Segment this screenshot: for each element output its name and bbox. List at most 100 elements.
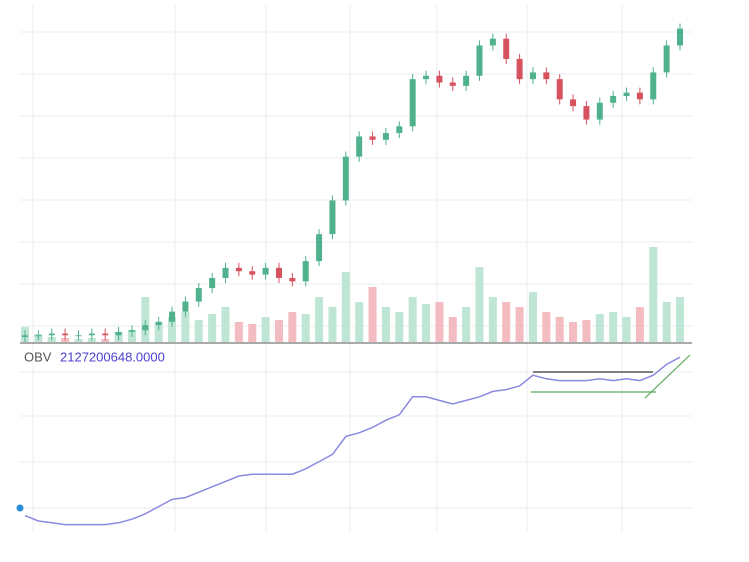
candle-body [463,75,470,86]
volume-bar [341,272,350,342]
volume-bar [528,292,537,342]
candle-body [489,38,496,46]
candle-body [409,79,416,127]
candle-body [35,335,42,337]
candle-body [88,333,95,336]
candle-body [316,234,323,262]
volume-bar [355,302,364,342]
candle-body [570,99,577,107]
candle-body [22,335,28,337]
volume-bar [515,307,524,342]
volume-bar [74,339,83,342]
candle-body [556,79,563,100]
volume-bar [488,297,497,342]
grid [20,5,692,532]
volume-bar [208,314,217,342]
candle-body [636,92,643,100]
candle-body [516,58,523,80]
volume-bar [154,322,163,342]
candle-body [115,331,122,336]
indicator-name: OBV [24,349,52,364]
marker [16,504,24,512]
volume-bar [261,317,270,342]
candle-body [436,75,443,83]
volume-bar [141,297,150,342]
candle-body [623,92,630,96]
candle-body [396,126,403,134]
volume-bar [234,322,243,342]
indicator-value: 2127200648.0000 [60,349,165,364]
candle-body [610,95,617,103]
candle-body [449,82,456,86]
volume-bar [569,322,578,342]
volume-bar [221,307,230,342]
candle-body [677,28,683,46]
candle-body [289,277,296,282]
candle-body [169,311,176,322]
volume-bar [381,307,390,342]
volume-bar [462,307,471,342]
candle-body [102,333,109,336]
volume-bar [181,312,190,342]
candle-body [275,267,282,278]
candle-body [650,72,657,100]
volume-bar [622,317,631,342]
candle-body [155,321,162,326]
candle-body [142,325,149,331]
candle-body [596,102,603,120]
candle-body [75,335,82,337]
volume-bar [582,320,591,342]
volume-bar [502,302,511,342]
candle-body [262,267,269,275]
volume-bar [662,302,671,342]
volume-bar [609,312,618,342]
candle-body [369,136,376,140]
candle-body [356,136,363,157]
candle-body [235,267,242,272]
obv-line [24,356,681,526]
candle-body [302,261,309,282]
volume-bar [448,317,457,342]
candle-body [663,45,670,73]
candle-body [48,333,55,336]
candle-body [62,333,69,336]
candle-body [529,72,536,80]
candle-body [222,267,229,278]
marks [21,23,684,526]
candle-body [128,330,135,332]
volume-bar [168,317,177,342]
volume-bar [649,247,658,342]
volume-bar [635,307,644,342]
candle-body [249,271,256,275]
volume-bar [101,339,110,342]
candle-body [195,288,202,302]
candle-body [543,72,550,80]
volume-bar [194,320,203,342]
candle-body [342,156,349,201]
volume-bar [288,312,297,342]
volume-bar [422,304,431,342]
volume-bar [315,297,324,342]
candle-body [503,38,510,59]
volume-bar [328,307,337,342]
candle-body [182,301,189,312]
candle-body [329,200,336,235]
volume-bar [248,324,257,342]
volume-bar [542,312,551,342]
drawn-line [644,354,691,399]
volume-bar [435,302,444,342]
volume-bar [301,314,310,342]
candle-body [382,133,389,140]
volume-bar [408,297,417,342]
candle-body [209,277,216,289]
volume-bar [475,267,484,342]
volume-bar [676,297,684,342]
volume-bar [368,287,377,342]
candle-body [423,75,430,80]
candle-body [583,106,590,120]
volume-bar [395,312,404,342]
candle-body [476,45,483,76]
volume-bar [595,314,604,342]
volume-bar [555,317,564,342]
